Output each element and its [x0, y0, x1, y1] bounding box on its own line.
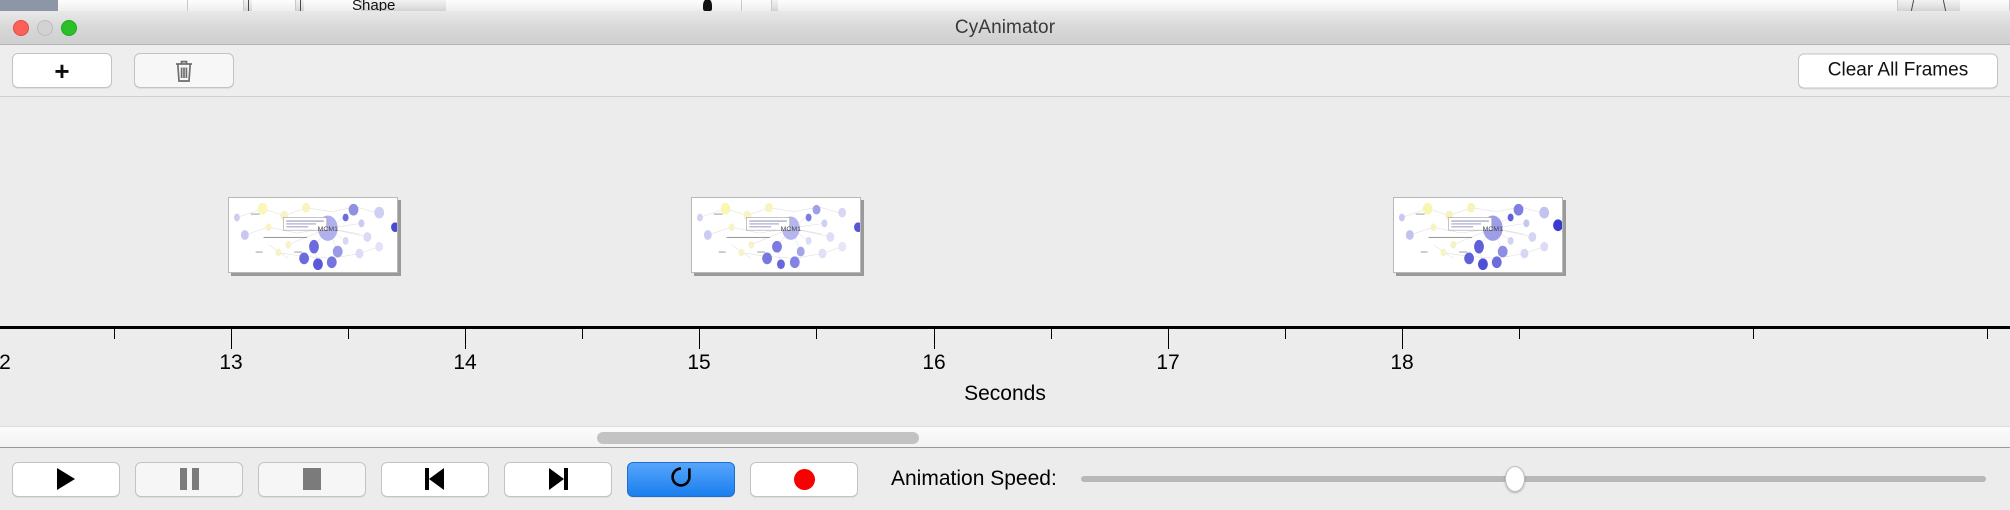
background-glyph: [703, 0, 712, 11]
axis-title: Seconds: [964, 382, 1046, 405]
axis-tick-minor: [1987, 329, 1988, 339]
axis-tick-minor: [1519, 329, 1520, 339]
loop-icon: [668, 464, 694, 495]
background-window-text: Shape: [352, 0, 396, 11]
window-controls: [13, 19, 77, 36]
background-cell: [712, 0, 742, 11]
axis-tick-label: 14: [453, 351, 477, 374]
title-bar: CyAnimator: [0, 11, 2010, 45]
timeline-axis: 2 13 14 15 16 17 18 Seconds: [0, 326, 2010, 426]
record-button[interactable]: [750, 461, 858, 497]
background-selection: [0, 0, 58, 11]
network-thumbnail-image: MCM1: [1394, 198, 1562, 272]
background-cell: [188, 0, 244, 11]
axis-tick-label: 17: [1156, 351, 1180, 374]
background-cell: [1960, 0, 2010, 11]
background-cell: [742, 0, 772, 11]
skip-next-icon: [548, 468, 568, 490]
loop-button[interactable]: [627, 461, 735, 497]
background-tick: [1942, 0, 1947, 11]
axis-line: [0, 326, 2010, 329]
background-cell: [778, 0, 1898, 11]
plus-icon: +: [54, 55, 70, 86]
axis-tick-label: 15: [687, 351, 711, 374]
timeline-panel[interactable]: MCM1: [0, 97, 2010, 426]
skip-previous-icon: [425, 468, 445, 490]
timeline-scrollbar[interactable]: [0, 426, 2010, 448]
axis-tick-major: [231, 329, 232, 349]
axis-tick-label: 13: [219, 351, 243, 374]
window-title: CyAnimator: [954, 16, 1056, 38]
slider-track[interactable]: [1080, 476, 1986, 482]
play-button[interactable]: [12, 461, 120, 497]
record-icon: [793, 468, 815, 490]
background-cell: [304, 0, 362, 11]
axis-tick-minor: [1285, 329, 1286, 339]
axis-tick-major: [1168, 329, 1169, 349]
stop-button[interactable]: [258, 461, 366, 497]
axis-tick-minor: [1753, 329, 1754, 339]
slider-thumb[interactable]: [1505, 466, 1526, 492]
animation-speed-label: Animation Speed:: [891, 467, 1057, 490]
background-window-strip: Shape: [0, 0, 2010, 11]
axis-tick-minor: [114, 329, 115, 339]
axis-tick-minor: [1051, 329, 1052, 339]
axis-tick-label: 16: [922, 351, 946, 374]
axis-tick-major: [465, 329, 466, 349]
cyanimator-window: CyAnimator + Clear All Frames: [0, 11, 2010, 510]
stop-icon: [303, 468, 321, 490]
play-icon: [57, 468, 75, 490]
svg-text:MCM1: MCM1: [318, 226, 339, 233]
add-frame-button[interactable]: +: [12, 53, 112, 88]
minimize-icon[interactable]: [37, 19, 53, 36]
scrollbar-thumb[interactable]: [597, 432, 919, 444]
background-tick: [300, 0, 301, 11]
svg-text:MCM1: MCM1: [781, 226, 802, 233]
background-tick: [248, 0, 249, 11]
network-thumbnail-image: MCM1: [229, 198, 397, 272]
axis-tick-major: [934, 329, 935, 349]
close-icon[interactable]: [13, 19, 29, 36]
pause-icon: [179, 468, 199, 490]
background-cell: [252, 0, 296, 11]
toolbar: + Clear All Frames: [0, 45, 2010, 97]
axis-tick-major: [699, 329, 700, 349]
animation-speed-slider[interactable]: [1080, 462, 1986, 497]
next-frame-button[interactable]: [504, 461, 612, 497]
background-cell: [58, 0, 188, 11]
trash-icon: [173, 58, 195, 84]
frame-thumbnail[interactable]: MCM1: [1393, 197, 1563, 273]
svg-text:MCM1: MCM1: [1483, 226, 1504, 233]
clear-all-frames-button[interactable]: Clear All Frames: [1798, 53, 1998, 88]
axis-tick-minor: [348, 329, 349, 339]
clear-all-frames-label: Clear All Frames: [1827, 59, 1969, 81]
axis-tick-major: [1402, 329, 1403, 349]
axis-tick-label: 2: [0, 351, 11, 374]
network-thumbnail-image: MCM1: [692, 198, 860, 272]
axis-tick-label: 18: [1390, 351, 1414, 374]
axis-tick-minor: [816, 329, 817, 339]
playback-controls: Animation Speed:: [0, 448, 2010, 510]
delete-frame-button[interactable]: [134, 53, 234, 88]
background-tick: [1910, 0, 1915, 11]
previous-frame-button[interactable]: [381, 461, 489, 497]
pause-button[interactable]: [135, 461, 243, 497]
zoom-icon[interactable]: [61, 19, 77, 36]
frame-thumbnail[interactable]: MCM1: [228, 197, 398, 273]
axis-tick-minor: [582, 329, 583, 339]
background-cell: [446, 0, 706, 11]
frame-thumbnail[interactable]: MCM1: [691, 197, 861, 273]
